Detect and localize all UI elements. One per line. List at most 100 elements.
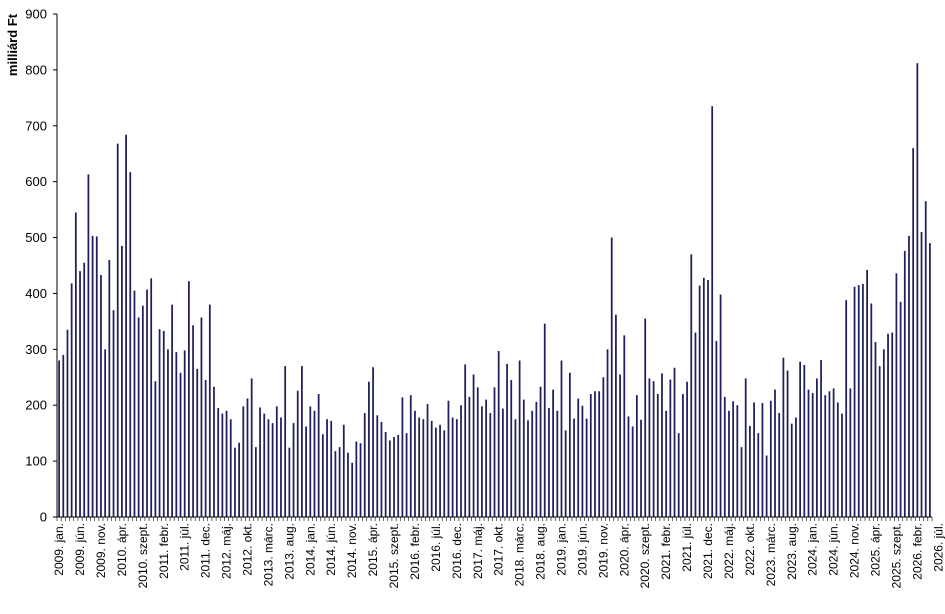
bar bbox=[234, 447, 236, 517]
bar bbox=[208, 304, 211, 517]
y-tick-label: 900 bbox=[25, 7, 47, 22]
bar bbox=[807, 389, 810, 517]
bar bbox=[749, 425, 751, 517]
bar bbox=[506, 363, 508, 517]
bar bbox=[832, 388, 835, 517]
bar bbox=[460, 405, 462, 517]
bar bbox=[321, 434, 324, 517]
bar bbox=[326, 419, 328, 517]
bar bbox=[656, 394, 659, 517]
bar bbox=[862, 283, 864, 517]
bar bbox=[677, 433, 680, 517]
x-tick-label: 2022. okt. bbox=[743, 523, 757, 576]
bar bbox=[363, 413, 366, 517]
x-tick-label: 2025. ápr. bbox=[868, 523, 882, 576]
bar bbox=[171, 304, 174, 517]
bar bbox=[648, 378, 651, 517]
bar bbox=[912, 148, 915, 517]
x-tick-label: 2017. máj. bbox=[471, 523, 485, 579]
bar bbox=[468, 396, 471, 517]
bar bbox=[581, 405, 584, 517]
bar bbox=[740, 447, 743, 517]
bar bbox=[769, 400, 772, 517]
bar bbox=[401, 397, 404, 517]
x-tick-label: 2009. jan. bbox=[52, 523, 66, 576]
x-tick-label: 2025. szept. bbox=[889, 523, 903, 588]
y-tick-label: 100 bbox=[25, 454, 47, 469]
bar bbox=[133, 290, 136, 517]
bar bbox=[560, 360, 563, 517]
bar bbox=[878, 366, 881, 517]
bar bbox=[146, 289, 148, 517]
bar bbox=[213, 386, 215, 517]
bar bbox=[824, 395, 827, 517]
bar bbox=[606, 349, 609, 517]
x-tick-label: 2015. ápr. bbox=[366, 523, 380, 576]
bar bbox=[619, 374, 621, 517]
bar bbox=[753, 402, 755, 517]
bar bbox=[246, 398, 249, 517]
x-tick-label: 2015. szept. bbox=[387, 523, 401, 588]
bar bbox=[188, 281, 190, 517]
bar bbox=[682, 394, 684, 517]
bar bbox=[414, 410, 416, 517]
bar bbox=[903, 250, 906, 517]
bar bbox=[229, 419, 232, 517]
bar bbox=[476, 387, 479, 517]
bar bbox=[397, 434, 400, 517]
bar bbox=[95, 236, 98, 517]
y-tick-label: 500 bbox=[25, 230, 47, 245]
bar bbox=[141, 305, 144, 517]
bar bbox=[443, 430, 446, 517]
bar bbox=[254, 447, 257, 517]
bar bbox=[811, 392, 814, 517]
bar bbox=[464, 364, 467, 517]
bar bbox=[183, 350, 186, 517]
bar bbox=[58, 360, 60, 517]
bar bbox=[719, 294, 722, 517]
bar bbox=[690, 254, 693, 517]
bar bbox=[271, 423, 274, 517]
bar bbox=[372, 367, 374, 517]
bar bbox=[774, 389, 776, 517]
bar bbox=[263, 413, 266, 517]
bar bbox=[62, 354, 65, 517]
y-tick-label: 800 bbox=[25, 62, 47, 77]
bar bbox=[836, 402, 839, 517]
bar bbox=[472, 374, 475, 517]
bar bbox=[870, 303, 873, 517]
bar bbox=[100, 275, 102, 517]
x-tick-label: 2023. márc. bbox=[764, 523, 778, 586]
bar bbox=[568, 372, 571, 517]
y-axis: 0 100 200 300 400 500 600 700 800 900 bbox=[25, 7, 58, 525]
bar bbox=[820, 359, 822, 517]
x-tick-label: 2012. máj. bbox=[220, 523, 234, 579]
x-tick-label: 2024. jan. bbox=[806, 523, 820, 576]
bar bbox=[342, 424, 345, 517]
bar bbox=[786, 370, 789, 517]
y-tick-label: 0 bbox=[40, 510, 47, 525]
bar bbox=[849, 388, 852, 517]
bar bbox=[259, 407, 261, 517]
bar bbox=[288, 447, 291, 517]
bar bbox=[548, 408, 550, 517]
bar bbox=[602, 377, 605, 517]
bar bbox=[250, 378, 253, 517]
bar bbox=[535, 401, 538, 517]
bar bbox=[644, 318, 647, 517]
bar bbox=[74, 212, 77, 517]
x-tick-label: 2021. febr. bbox=[659, 523, 673, 580]
bar bbox=[686, 381, 688, 517]
y-tick-label: 600 bbox=[25, 174, 47, 189]
bar bbox=[481, 406, 483, 517]
bar bbox=[736, 405, 739, 517]
bar bbox=[543, 323, 546, 517]
x-tick-label: 2013. aug. bbox=[282, 523, 296, 580]
bar bbox=[510, 380, 513, 517]
x-tick-label: 2014. jún. bbox=[324, 523, 338, 576]
bar bbox=[91, 235, 94, 517]
bar bbox=[899, 301, 902, 517]
x-tick-label: 2016. febr. bbox=[408, 523, 422, 580]
bar bbox=[874, 342, 877, 517]
